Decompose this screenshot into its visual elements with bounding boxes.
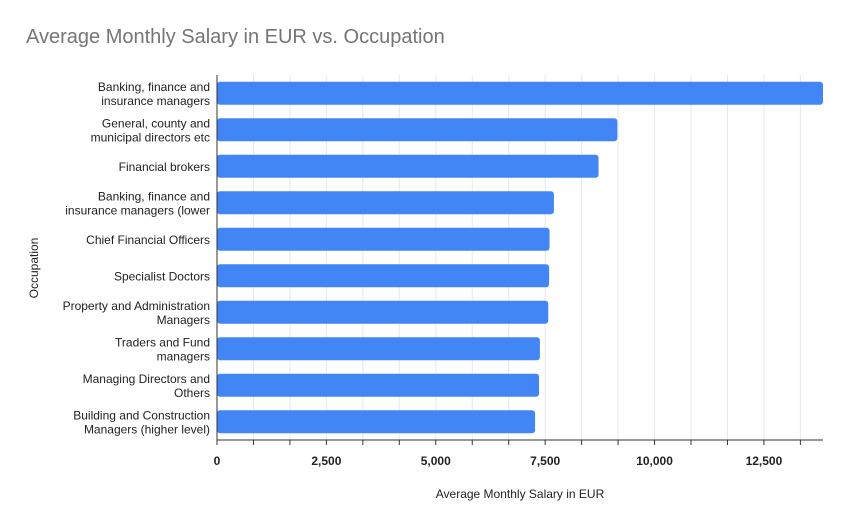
category-label: Managing Directors and Others [83,372,210,400]
x-tick-label: 5,000 [421,454,451,468]
category-label: Financial brokers [119,160,210,174]
x-tick-label: 7,500 [530,454,560,468]
bar [217,81,823,105]
bar [217,227,550,251]
x-tick-label: 0 [214,454,221,468]
x-tick-label: 12,500 [746,454,783,468]
category-label: Chief Financial Officers [86,233,210,247]
bars [217,81,823,434]
category-label: Banking, finance and insurance managers (… [65,189,210,217]
x-tick-labels: 0 2,500 5,000 7,500 10,000 12,500 [214,454,783,468]
category-labels: Banking, finance and insurance managers Ge… [63,80,210,437]
category-label: Banking, finance and insurance managers [98,80,210,108]
category-label: Building and Construction Managers (highe… [73,408,210,436]
bar [217,410,536,434]
bar [217,154,599,178]
category-label: Specialist Doctors [114,269,210,283]
x-axis-title: Average Monthly Salary in EUR [435,487,605,501]
category-label: General, county and municipal directors e… [91,116,210,144]
bar [217,191,554,215]
bar [217,264,550,288]
bar [217,300,549,324]
bar [217,118,618,142]
bar [217,337,540,361]
axes [216,75,823,445]
x-tick-label: 10,000 [636,454,673,468]
category-label: Property and Administration Managers [63,299,210,327]
category-label: Traders and Fund managers [115,335,210,363]
bar [217,373,540,397]
chart-title: Average Monthly Salary in EUR vs. Occupa… [26,26,445,48]
x-tick-label: 2,500 [311,454,341,468]
